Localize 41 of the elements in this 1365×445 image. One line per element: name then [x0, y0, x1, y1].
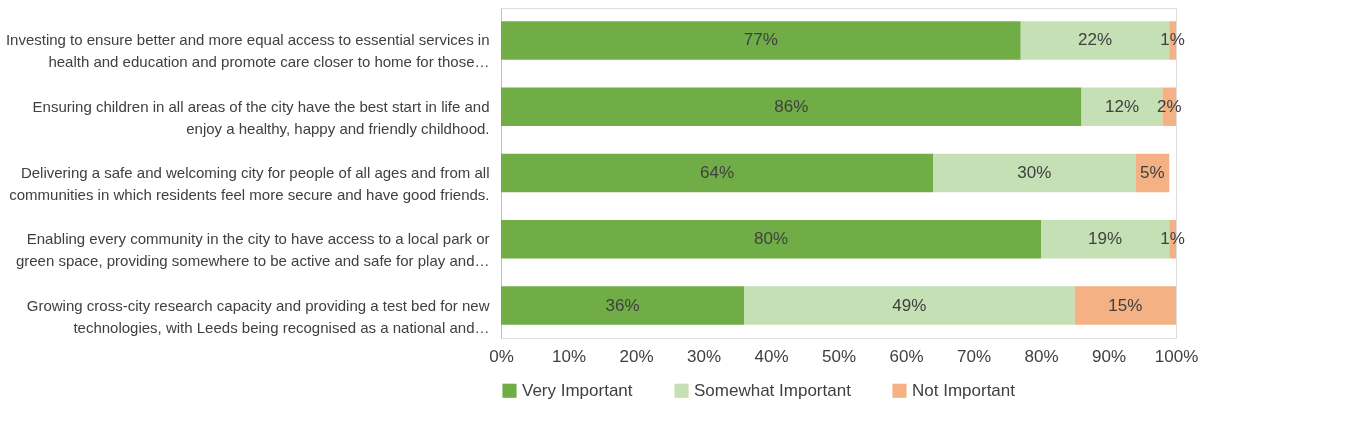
data-label: 36% — [605, 295, 640, 315]
y-tick-label: Ensuring children in all areas of the city have the best start in life and enjoy a healthy, happy and friendly childhood. — [32, 97, 490, 137]
y-tick-label: Investing to ensure better and more equal access to essential services in health and education and promote care closer to home for those… — [5, 31, 490, 71]
legend-label: Somewhat Important — [694, 380, 852, 400]
bar — [501, 153, 933, 193]
y-tick-label: Growing cross-city research capacity and providing a test bed for new technologies, with Leeds being recognised as a national and… — [26, 296, 490, 336]
x-tick-label: 80% — [1024, 346, 1059, 366]
x-tick-label: 70% — [956, 346, 992, 366]
x-tick-label: 0% — [489, 346, 514, 366]
bar — [501, 21, 1021, 60]
data-label: 1% — [1160, 229, 1185, 249]
data-label: 64% — [699, 163, 735, 182]
x-tick-label: 40% — [754, 346, 789, 366]
data-label: 5% — [1140, 163, 1165, 182]
x-tick-label: 90% — [1091, 346, 1127, 366]
data-label: 22% — [1077, 30, 1113, 50]
data-label: 80% — [753, 229, 789, 249]
data-label: 19% — [1088, 229, 1123, 249]
x-tick-label: 50% — [821, 346, 857, 366]
y-tick-label: Enabling every community in the city to have access to a local park or green space, providing somewhere to be active and safe for play and… — [15, 230, 490, 270]
data-label: 49% — [892, 295, 927, 315]
x-tick-label: 10% — [551, 346, 587, 366]
legend-label: Not Important — [912, 380, 1016, 400]
bar — [744, 286, 1075, 325]
data-label: 86% — [774, 96, 809, 116]
x-tick-label: 20% — [619, 346, 654, 366]
data-label: 15% — [1108, 295, 1143, 315]
bar — [1074, 286, 1176, 325]
data-label: 1% — [1160, 30, 1185, 50]
y-tick-label: Delivering a safe and welcoming city for people of all ages and from all communities in which residents feel more secure and have good friends. — [9, 164, 490, 203]
bar — [933, 153, 1136, 193]
data-label: 77% — [743, 30, 778, 50]
bar — [501, 87, 1082, 126]
data-label: 12% — [1104, 96, 1140, 116]
bar — [501, 220, 1041, 259]
legend-label: Very Important — [522, 380, 633, 400]
data-label: 30% — [1017, 163, 1052, 182]
x-tick-label: 100% — [1154, 346, 1199, 366]
bar — [501, 286, 744, 325]
x-tick-label: 30% — [686, 346, 722, 366]
x-tick-label: 60% — [889, 346, 924, 366]
